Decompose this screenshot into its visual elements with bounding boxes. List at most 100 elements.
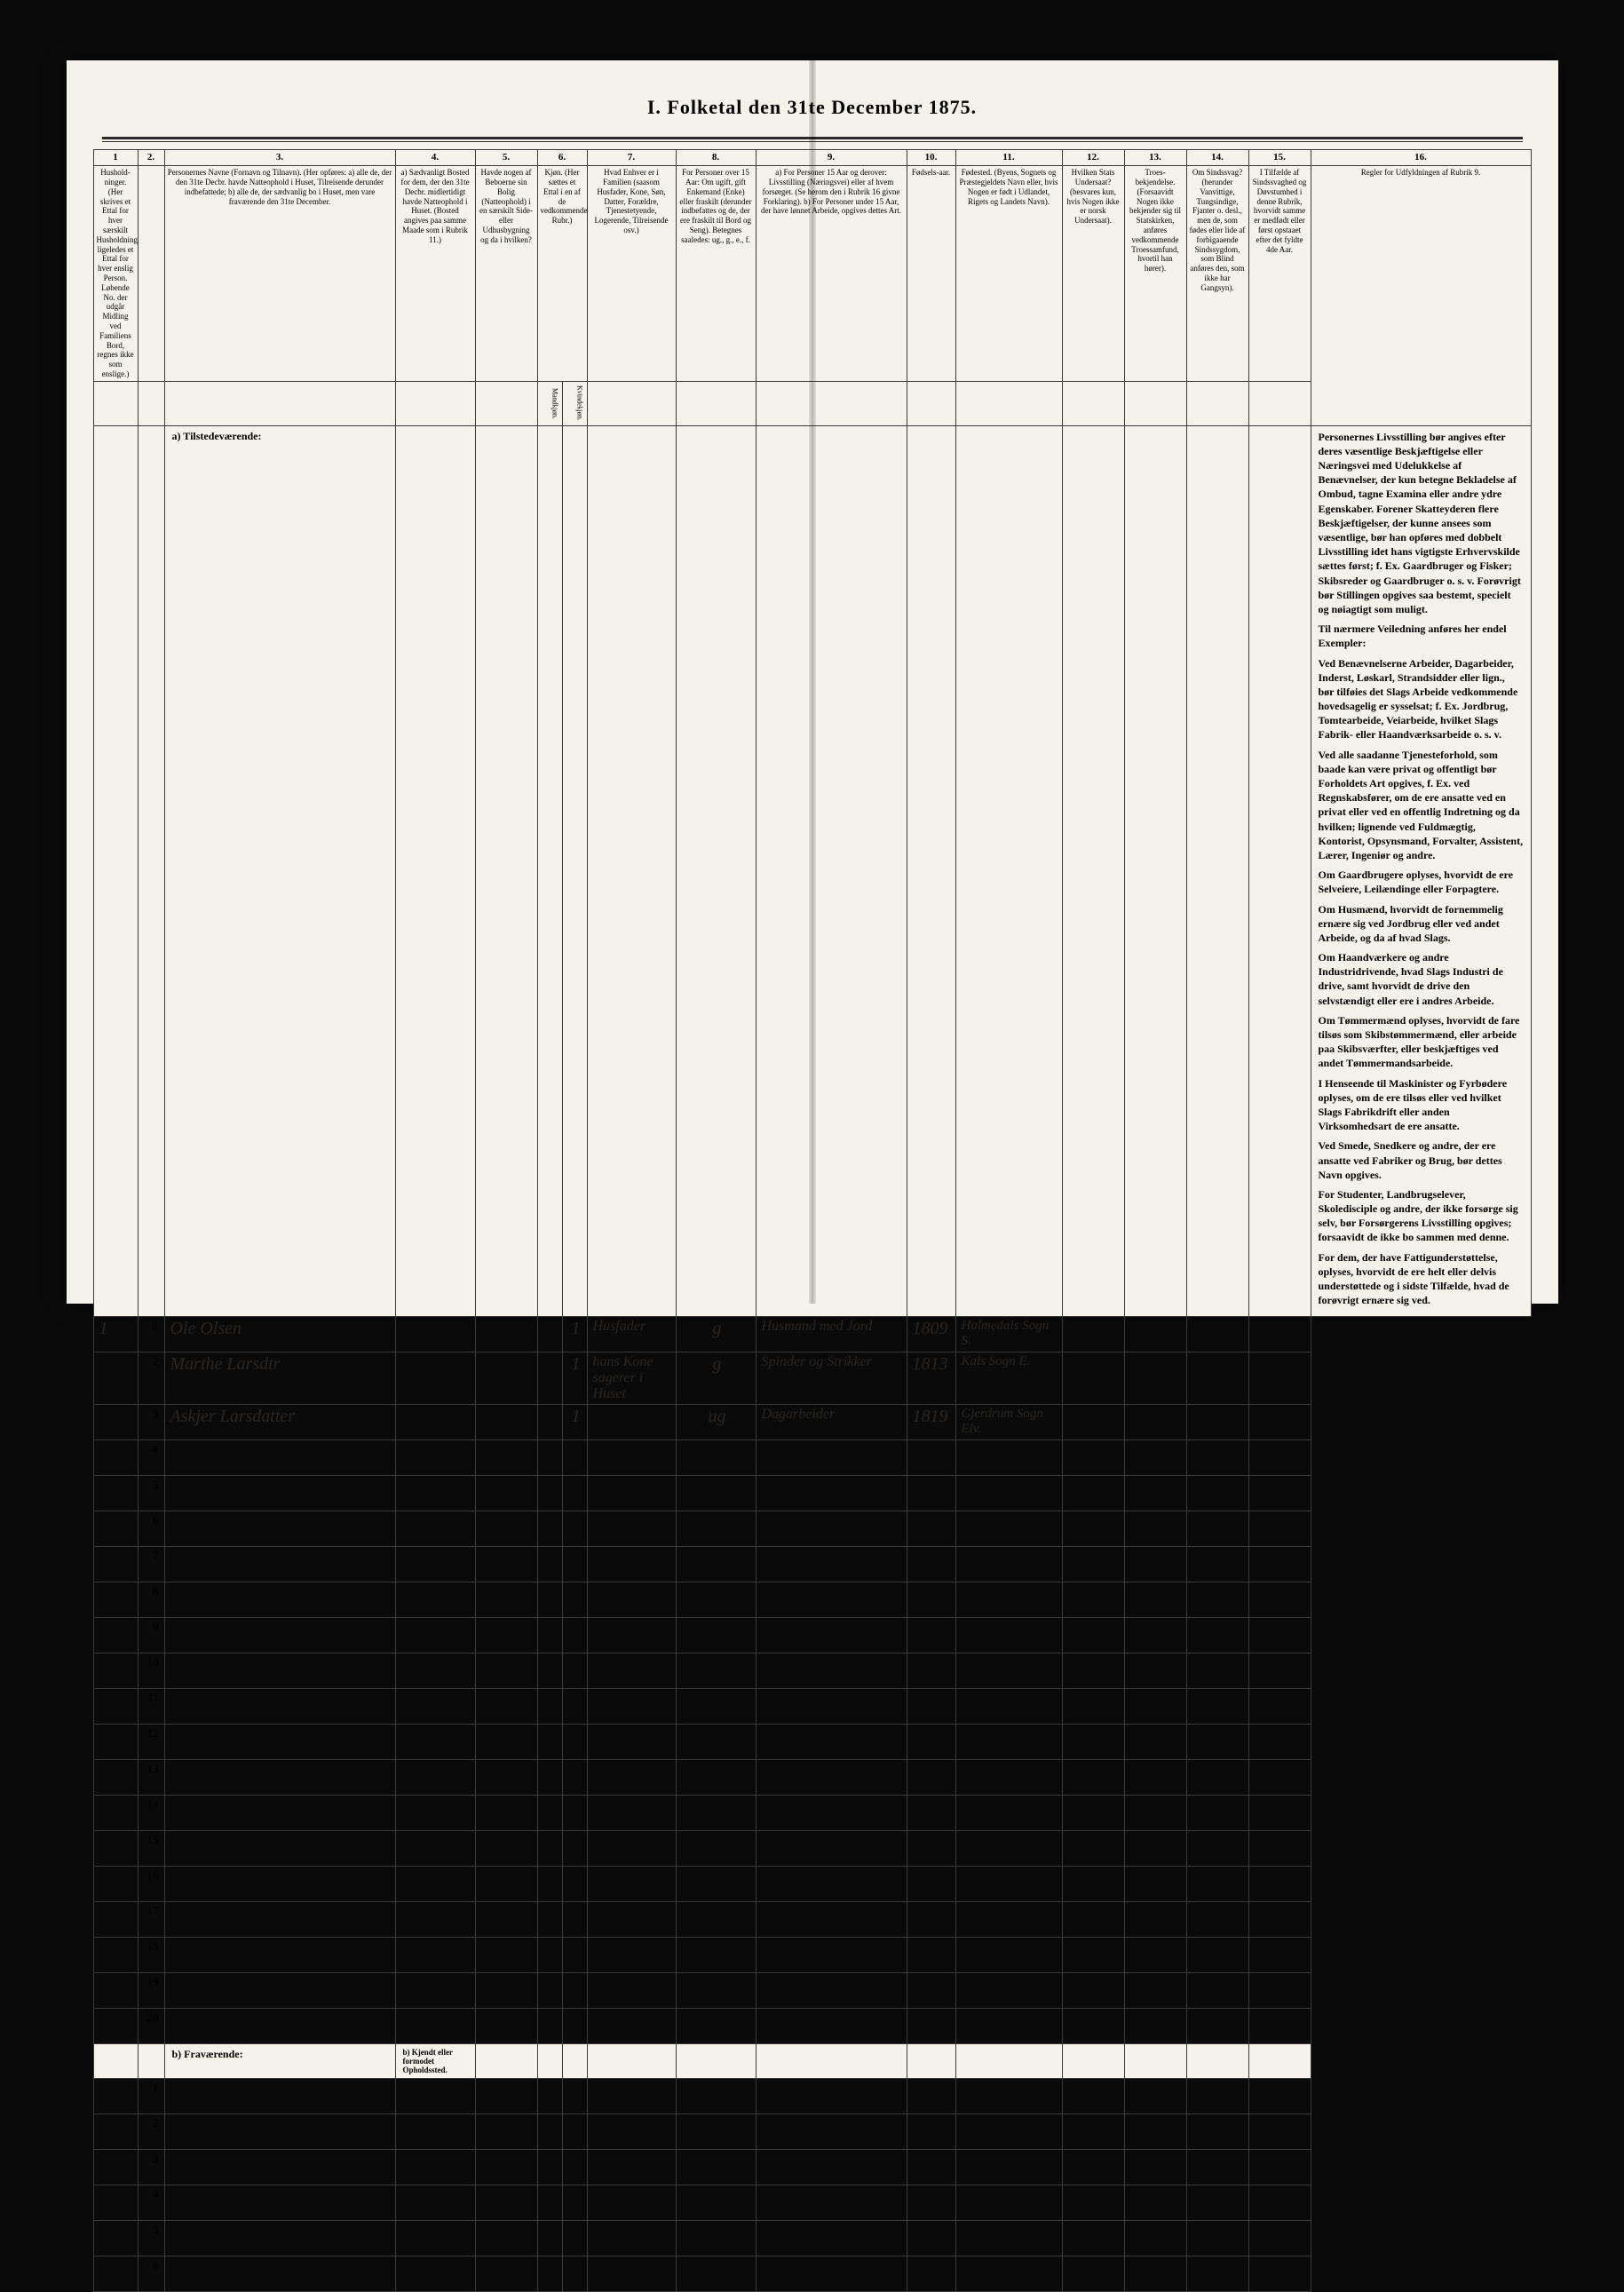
section-present: a) Tilstedeværende: Personernes Livsstil… — [93, 425, 1531, 1317]
table-row: 18 — [93, 1938, 1531, 1973]
cell-rownum: 9 — [138, 1618, 164, 1654]
table-row: 7 — [93, 1547, 1531, 1582]
cell-6a — [537, 1405, 562, 1440]
cell-9: Spinder og Strikker — [756, 1352, 907, 1405]
hdr-9: a) For Personer 15 Aar og derover: Livss… — [756, 166, 907, 382]
colnum-12: 12. — [1062, 150, 1124, 166]
colnum-2: 2. — [138, 150, 164, 166]
hdr-5: Havde nogen af Beboerne sin Bolig (Natte… — [475, 166, 537, 382]
cell-7: hans Kone sagerer i Huset — [587, 1352, 676, 1405]
hdr-4: a) Sædvanligt Bosted for dem, der den 31… — [395, 166, 475, 382]
hdr-13: Troes-bekjendelse. (Forsaavidt Nogen ikk… — [1124, 166, 1186, 382]
table-row: 5 — [93, 1476, 1531, 1511]
hdr-14: Om Sindssvag? (herunder Vanvittige, Tung… — [1186, 166, 1248, 382]
section-present-label: a) Tilstedeværende: — [164, 425, 395, 1317]
table-row: 4 — [93, 2185, 1531, 2221]
table-row: 11Ole Olsen1HusfadergHusmand med Jord180… — [93, 1317, 1531, 1352]
cell-household — [93, 1405, 138, 1440]
cell-rownum: 3 — [138, 2150, 164, 2185]
cell-5 — [475, 1317, 537, 1352]
colnum-5: 5. — [475, 150, 537, 166]
instruction-paragraph: Personernes Livsstilling bør angives eft… — [1319, 430, 1524, 616]
hdr-12: Hvilken Stats Undersaat? (besvares kun, … — [1062, 166, 1124, 382]
table-row: 15 — [93, 1831, 1531, 1867]
cell-6b: 1 — [562, 1352, 587, 1405]
cell-6b: 1 — [562, 1317, 587, 1352]
table-row: 13 — [93, 1760, 1531, 1796]
cell-14 — [1186, 1405, 1248, 1440]
cell-rownum: 3 — [138, 1405, 164, 1440]
cell-13 — [1124, 1405, 1186, 1440]
colnum-7: 7. — [587, 150, 676, 166]
cell-13 — [1124, 1317, 1186, 1352]
hdr-6: Kjøn. (Her sættes et Ettal i en af de ve… — [537, 166, 587, 382]
census-table: 1 2. 3. 4. 5. 6. 7. 8. 9. 10. 11. 12. 13… — [93, 149, 1532, 2292]
table-row: 5 — [93, 2221, 1531, 2256]
cell-5 — [475, 1352, 537, 1405]
table-row: 14 — [93, 1796, 1531, 1831]
table-row: 11 — [93, 1689, 1531, 1725]
cell-rownum: 5 — [138, 2221, 164, 2256]
cell-14 — [1186, 1352, 1248, 1405]
table-row: 12 — [93, 1725, 1531, 1760]
colnum-4: 4. — [395, 150, 475, 166]
rule-top-thick — [102, 137, 1523, 139]
cell-rownum: 13 — [138, 1760, 164, 1796]
cell-8: g — [676, 1317, 756, 1352]
cell-rownum: 19 — [138, 1973, 164, 2009]
hdr-10: Fødsels-aar. — [907, 166, 955, 382]
cell-rownum: 14 — [138, 1796, 164, 1831]
cell-10: 1809 — [907, 1317, 955, 1352]
hdr-7: Hvad Enhver er i Familien (saasom Husfad… — [587, 166, 676, 382]
rule-top-thin — [102, 141, 1523, 142]
cell-rownum: 4 — [138, 1440, 164, 1476]
hdr-8: For Personer over 15 Aar: Om ugift, gift… — [676, 166, 756, 382]
table-row: 20 — [93, 2009, 1531, 2044]
instruction-paragraph: For dem, der have Fattigunderstøttelse, … — [1319, 1250, 1524, 1308]
cell-5 — [475, 1405, 537, 1440]
table-row: 3Askjer Larsdatter1ugDagarbeider1819Gjer… — [93, 1405, 1531, 1440]
hdr-6a: Mandkjøn. — [537, 381, 562, 425]
section-absent-note: b) Kjendt eller formodet Opholdssted. — [395, 2044, 475, 2079]
colnum-14: 14. — [1186, 150, 1248, 166]
colnum-13: 13. — [1124, 150, 1186, 166]
instruction-paragraph: Om Gaardbrugere oplyses, hvorvidt de ere… — [1319, 868, 1524, 896]
cell-6b: 1 — [562, 1405, 587, 1440]
cell-rownum: 1 — [138, 1317, 164, 1352]
hdr-3: Personernes Navne (Fornavn og Tilnavn). … — [164, 166, 395, 382]
cell-14 — [1186, 1317, 1248, 1352]
section-absent: b) Fraværende: b) Kjendt eller formodet … — [93, 2044, 1531, 2079]
cell-rownum: 6 — [138, 2256, 164, 2292]
cell-rownum: 7 — [138, 1547, 164, 1582]
cell-rownum: 5 — [138, 1476, 164, 1511]
cell-6a — [537, 1352, 562, 1405]
census-page: I. Folketal den 31te December 1875. 1 2.… — [67, 60, 1558, 1304]
cell-rownum: 20 — [138, 2009, 164, 2044]
page-title: I. Folketal den 31te December 1875. — [93, 96, 1532, 119]
table-row: 3 — [93, 2150, 1531, 2185]
cell-name: Marthe Larsdtr — [164, 1352, 395, 1405]
cell-rownum: 18 — [138, 1938, 164, 1973]
cell-4 — [395, 1352, 475, 1405]
cell-6a — [537, 1317, 562, 1352]
table-row: 19 — [93, 1973, 1531, 2009]
instruction-paragraph: Ved Smede, Snedkere og andre, der ere an… — [1319, 1138, 1524, 1182]
cell-15 — [1248, 1405, 1311, 1440]
hdr-6b: Kvindekjøn. — [562, 381, 587, 425]
cell-name: Ole Olsen — [164, 1317, 395, 1352]
cell-4 — [395, 1317, 475, 1352]
cell-10: 1819 — [907, 1405, 955, 1440]
colnum-3: 3. — [164, 150, 395, 166]
cell-11: Gjerdrum Sogn Elv. — [955, 1405, 1062, 1440]
hdr-1: Hushold-ninger. (Her skrives et Ettal fo… — [93, 166, 138, 382]
instruction-paragraph: Ved Benævnelserne Arbeider, Dagarbeider,… — [1319, 656, 1524, 742]
cell-rownum: 2 — [138, 2114, 164, 2150]
table-row: 1 — [93, 2079, 1531, 2114]
instruction-paragraph: I Henseende til Maskinister og Fyrbødere… — [1319, 1076, 1524, 1134]
table-row: 6 — [93, 2256, 1531, 2292]
cell-7 — [587, 1405, 676, 1440]
cell-rownum: 2 — [138, 1352, 164, 1405]
instruction-paragraph: Om Husmænd, hvorvidt de fornemmelig ernæ… — [1319, 902, 1524, 946]
instruction-paragraph: Om Haandværkere og andre Industridrivend… — [1319, 950, 1524, 1008]
cell-15 — [1248, 1317, 1311, 1352]
